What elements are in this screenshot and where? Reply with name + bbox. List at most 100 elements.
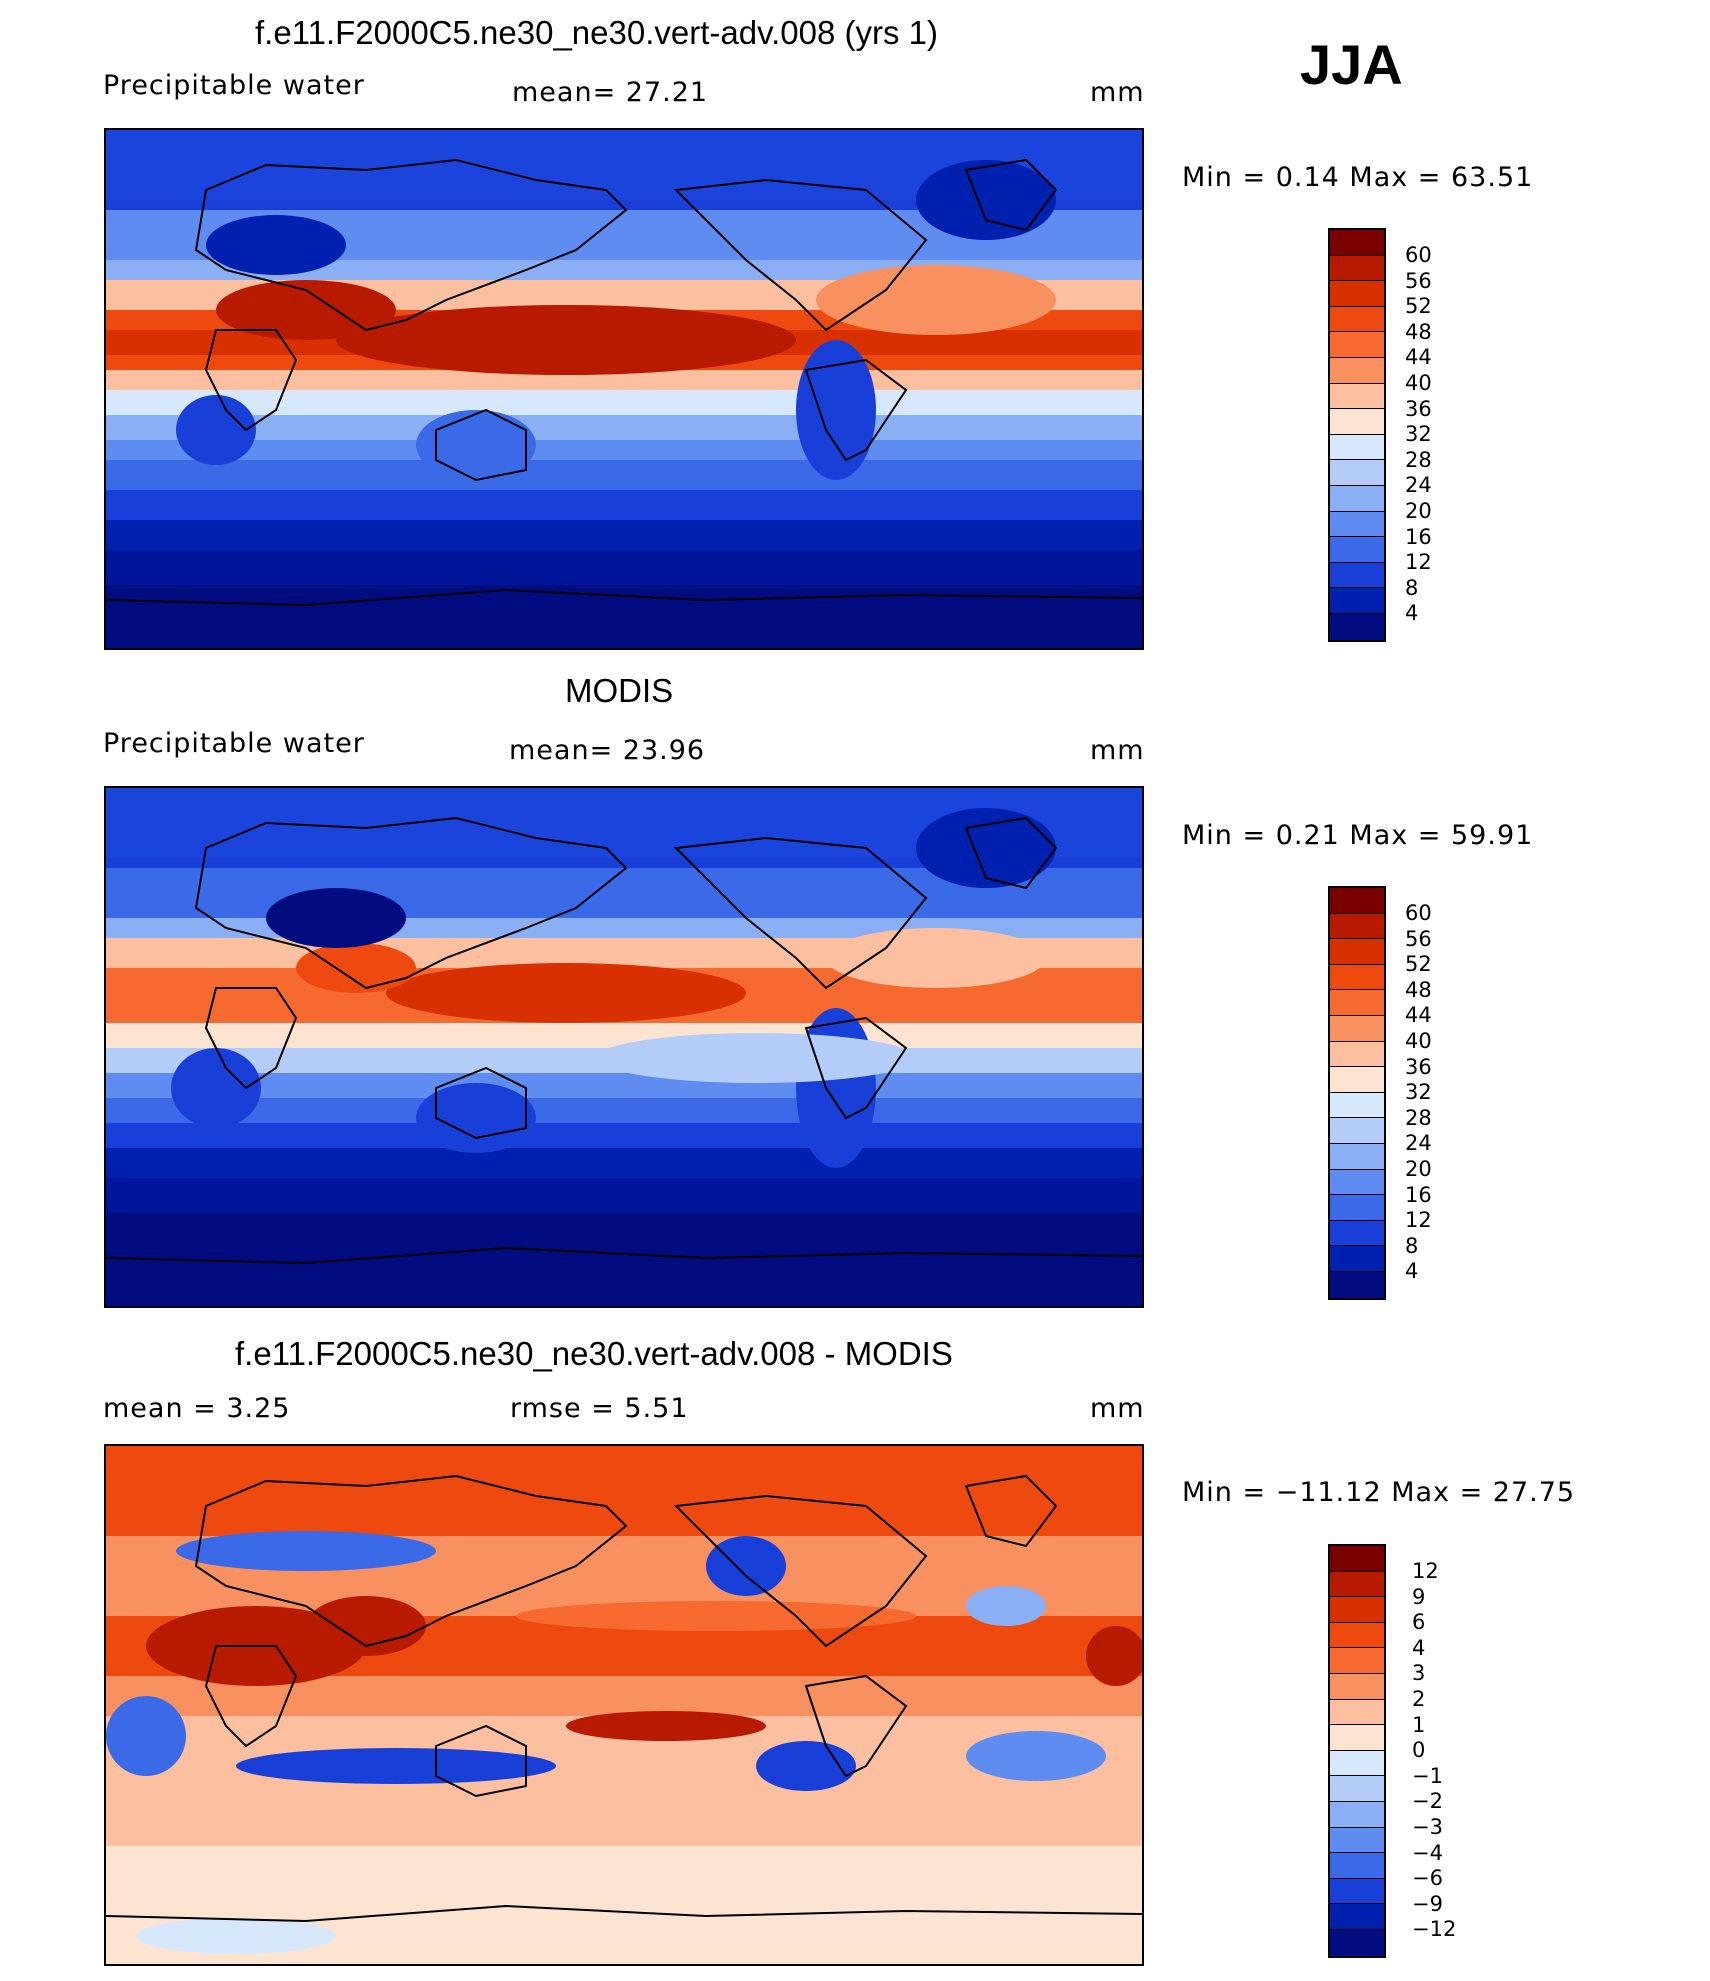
panel1-map-svg xyxy=(106,130,1142,648)
panel2-map xyxy=(104,786,1144,1308)
colorbar-swatch xyxy=(1330,1220,1384,1247)
colorbar-swatch xyxy=(1330,939,1384,965)
colorbar-tick: −9 xyxy=(1412,1892,1443,1916)
colorbar-tick: 44 xyxy=(1405,1003,1432,1027)
colorbar-swatch xyxy=(1330,1699,1384,1726)
panel3-map xyxy=(104,1444,1144,1966)
colorbar-swatch xyxy=(1330,1597,1384,1623)
colorbar-tick: 60 xyxy=(1405,901,1432,925)
colorbar-tick: 44 xyxy=(1405,345,1432,369)
colorbar-tick: 12 xyxy=(1405,550,1432,574)
colorbar-swatch xyxy=(1330,964,1384,991)
colorbar-swatch xyxy=(1330,1092,1384,1119)
colorbar-tick: 60 xyxy=(1405,243,1432,267)
colorbar-tick: 4 xyxy=(1405,1259,1419,1283)
colorbar-tick: 1 xyxy=(1412,1713,1426,1737)
colorbar-tick: 12 xyxy=(1405,1208,1432,1232)
colorbar-tick: 24 xyxy=(1405,473,1432,497)
panel2-map-svg xyxy=(106,788,1142,1306)
colorbar-tick: −12 xyxy=(1412,1917,1457,1941)
colorbar-swatch xyxy=(1330,434,1384,461)
colorbar-tick: 36 xyxy=(1405,397,1432,421)
colorbar-swatch xyxy=(1330,230,1384,256)
colorbar-swatch xyxy=(1330,485,1384,512)
colorbar-swatch xyxy=(1330,562,1384,589)
colorbar-swatch xyxy=(1330,332,1384,358)
panel2-minmax: Min = 0.21 Max = 59.91 xyxy=(1182,820,1534,851)
panel1-variable-label: Precipitable water xyxy=(103,70,365,101)
panel1-minmax: Min = 0.14 Max = 63.51 xyxy=(1182,162,1534,193)
colorbar-swatch xyxy=(1330,1750,1384,1777)
colorbar-swatch xyxy=(1330,990,1384,1016)
colorbar-tick: −1 xyxy=(1412,1764,1443,1788)
colorbar-swatch xyxy=(1330,1776,1384,1802)
colorbar-tick: 56 xyxy=(1405,927,1432,951)
colorbar-tick: −4 xyxy=(1412,1841,1443,1865)
panel1-units: mm xyxy=(1090,77,1145,108)
panel2-units: mm xyxy=(1090,735,1145,766)
colorbar-tick: 16 xyxy=(1405,1183,1432,1207)
panel3-minmax: Min = −11.12 Max = 27.75 xyxy=(1182,1477,1576,1508)
colorbar-swatch xyxy=(1330,1195,1384,1221)
colorbar-swatch xyxy=(1330,537,1384,563)
colorbar-tick: 36 xyxy=(1405,1055,1432,1079)
colorbar-swatch xyxy=(1330,1041,1384,1068)
panel1-map xyxy=(104,128,1144,650)
colorbar-tick: 48 xyxy=(1405,978,1432,1002)
panel2-mean: mean= 23.96 xyxy=(509,735,706,766)
colorbar-tick: 12 xyxy=(1412,1559,1439,1583)
colorbar-swatch xyxy=(1330,1067,1384,1093)
colorbar-swatch xyxy=(1330,511,1384,538)
colorbar-tick: 24 xyxy=(1405,1131,1432,1155)
colorbar-swatch xyxy=(1330,1118,1384,1144)
colorbar-tick: 8 xyxy=(1405,576,1419,600)
panel3-map-svg xyxy=(106,1446,1142,1964)
colorbar-swatch xyxy=(1330,1904,1384,1930)
colorbar-swatch xyxy=(1330,1801,1384,1828)
colorbar-swatch xyxy=(1330,1571,1384,1598)
colorbar-tick: 2 xyxy=(1412,1687,1426,1711)
colorbar-tick: 4 xyxy=(1405,601,1419,625)
colorbar-tick: 52 xyxy=(1405,952,1432,976)
colorbar-tick: 32 xyxy=(1405,422,1432,446)
colorbar-swatch xyxy=(1330,888,1384,914)
colorbar-tick: 20 xyxy=(1405,499,1432,523)
colorbar-swatch xyxy=(1330,357,1384,384)
colorbar-tick: 20 xyxy=(1405,1157,1432,1181)
colorbar-swatch xyxy=(1330,255,1384,282)
colorbar-tick: 28 xyxy=(1405,448,1432,472)
colorbar-tick: −6 xyxy=(1412,1866,1443,1890)
colorbar-swatch xyxy=(1330,1725,1384,1751)
panel3-colorbar xyxy=(1328,1544,1386,1958)
panel3-rmse: rmse = 5.51 xyxy=(510,1393,689,1424)
colorbar-tick: 40 xyxy=(1405,1029,1432,1053)
season-label: JJA xyxy=(1300,33,1403,96)
panel2-title: MODIS xyxy=(565,672,674,709)
colorbar-swatch xyxy=(1330,409,1384,435)
colorbar-swatch xyxy=(1330,281,1384,307)
colorbar-swatch xyxy=(1330,460,1384,486)
colorbar-swatch xyxy=(1330,383,1384,410)
colorbar-swatch xyxy=(1330,613,1384,640)
colorbar-tick: 56 xyxy=(1405,269,1432,293)
colorbar-swatch xyxy=(1330,1673,1384,1700)
panel1-mean: mean= 27.21 xyxy=(512,77,709,108)
colorbar-swatch xyxy=(1330,1271,1384,1298)
colorbar-swatch xyxy=(1330,1546,1384,1572)
colorbar-swatch xyxy=(1330,1015,1384,1042)
colorbar-swatch xyxy=(1330,1143,1384,1170)
panel3-mean: mean = 3.25 xyxy=(103,1393,291,1424)
panel1-title: f.e11.F2000C5.ne30_ne30.vert-adv.008 (yr… xyxy=(255,14,939,51)
panel3-title: f.e11.F2000C5.ne30_ne30.vert-adv.008 - M… xyxy=(235,1335,953,1372)
colorbar-tick: 48 xyxy=(1405,320,1432,344)
colorbar-swatch xyxy=(1330,913,1384,940)
panel2-variable-label: Precipitable water xyxy=(103,728,365,759)
colorbar-swatch xyxy=(1330,1622,1384,1649)
colorbar-swatch xyxy=(1330,588,1384,614)
colorbar-swatch xyxy=(1330,306,1384,333)
colorbar-tick: 52 xyxy=(1405,294,1432,318)
colorbar-tick: 8 xyxy=(1405,1234,1419,1258)
colorbar-tick: 16 xyxy=(1405,525,1432,549)
panel1-colorbar xyxy=(1328,228,1386,642)
colorbar-tick: 3 xyxy=(1412,1661,1426,1685)
